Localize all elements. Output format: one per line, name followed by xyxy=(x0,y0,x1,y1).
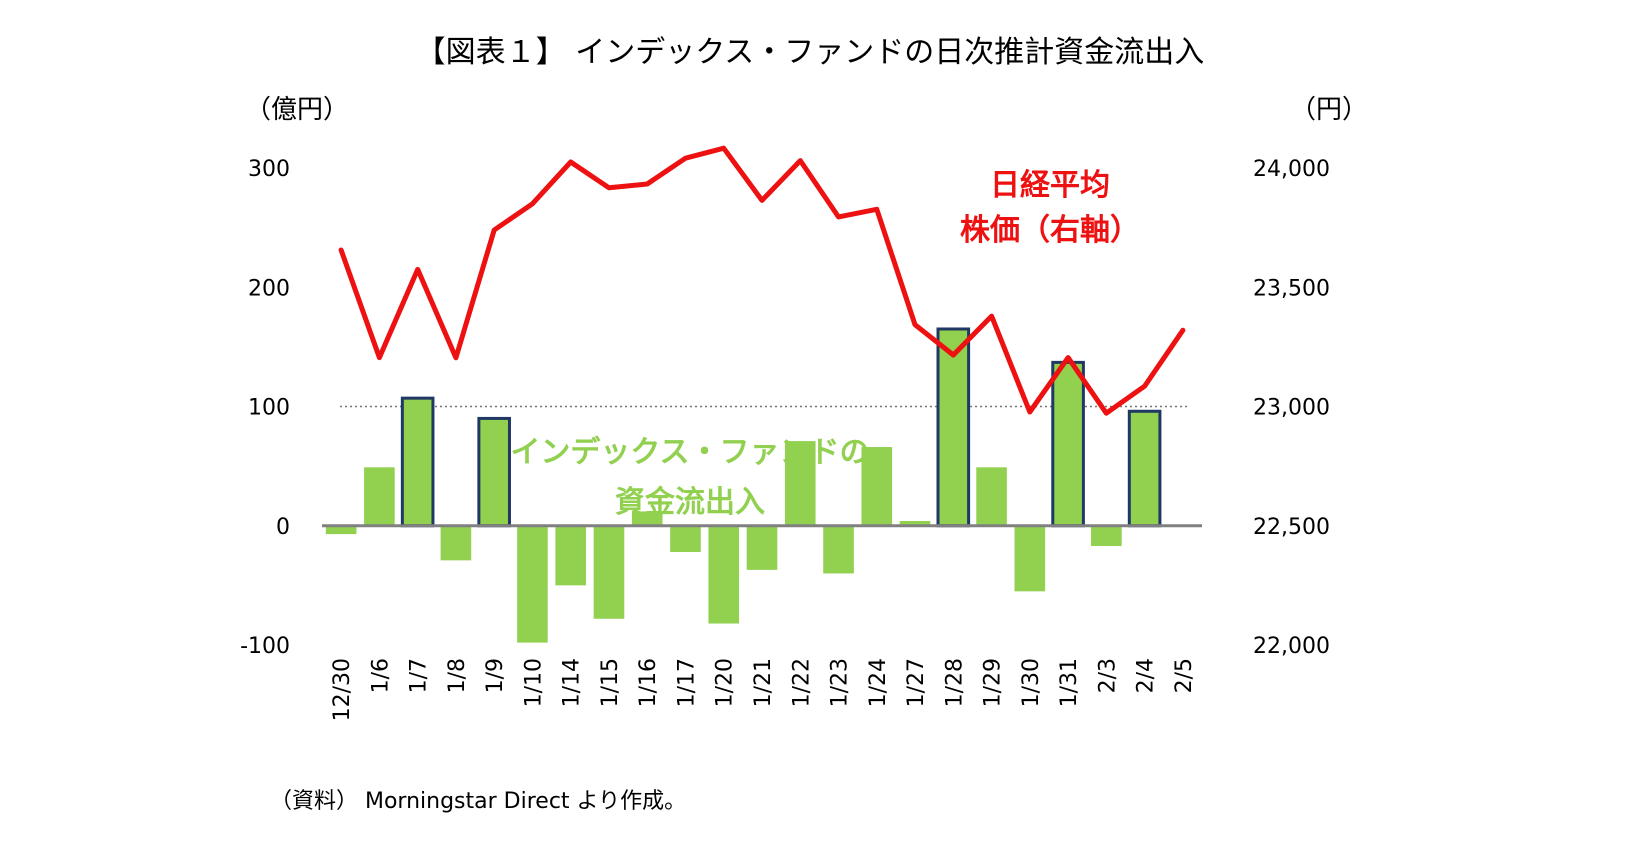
x-tick-label: 1/23 xyxy=(828,658,853,707)
bar xyxy=(1051,360,1085,528)
left-tick-label: 100 xyxy=(248,396,290,421)
x-tick-label: 1/31 xyxy=(1057,658,1082,707)
bar xyxy=(593,525,625,619)
right-tick-label: 23,000 xyxy=(1253,396,1330,421)
right-tick-label: 23,500 xyxy=(1253,276,1330,301)
chart-title: 【図表１】 インデックス・ファンドの日次推計資金流出入 xyxy=(416,35,1205,70)
bar xyxy=(746,525,778,570)
bar-series xyxy=(325,327,1162,643)
x-tick-label: 1/15 xyxy=(598,658,623,707)
bar xyxy=(936,327,971,528)
left-tick-label: 0 xyxy=(276,515,290,540)
bar xyxy=(861,447,893,526)
x-tick-label: 1/6 xyxy=(368,658,393,693)
x-tick-label: 1/20 xyxy=(713,658,738,707)
x-tick-label: 1/16 xyxy=(636,658,661,707)
x-tick-label: 1/28 xyxy=(942,658,967,707)
x-axis-ticks: 12/30 1/6 1/7 1/8 1/9 1/10 1/14 1/15 1/16 1/17 1/2… xyxy=(330,658,1197,721)
x-tick-label: 1/17 xyxy=(674,658,699,707)
bar xyxy=(899,520,931,526)
line-series-label-1: 日経平均 xyxy=(990,168,1110,203)
left-tick-label: 300 xyxy=(248,157,290,182)
right-axis-unit: （円） xyxy=(1290,95,1368,125)
right-axis-ticks: 24,000 23,500 23,000 22,500 22,000 xyxy=(1253,157,1330,659)
bar xyxy=(477,416,511,528)
bar xyxy=(1127,409,1162,528)
bar-series-label-1: インデックス・ファンドの xyxy=(510,435,869,470)
bar xyxy=(440,525,472,561)
line-series-label-2: 株価（右軸） xyxy=(960,213,1140,248)
bar xyxy=(555,525,586,586)
x-tick-label: 1/30 xyxy=(1019,658,1044,707)
x-tick-label: 2/5 xyxy=(1172,658,1197,693)
x-tick-label: 1/29 xyxy=(981,658,1006,707)
bar xyxy=(325,525,357,535)
bar xyxy=(1014,525,1046,592)
left-axis-ticks: 300 200 100 0 -100 xyxy=(240,157,290,659)
line-series xyxy=(338,145,1186,416)
bar-series-label-2: 資金流出入 xyxy=(615,485,765,520)
right-tick-label: 22,500 xyxy=(1253,515,1330,540)
x-tick-label: 1/22 xyxy=(789,658,814,707)
x-tick-label: 1/10 xyxy=(521,658,546,707)
bar xyxy=(631,511,663,526)
bar xyxy=(823,525,854,574)
bar xyxy=(976,467,1007,526)
left-tick-label: -100 xyxy=(240,634,290,659)
right-tick-label: 24,000 xyxy=(1253,157,1330,182)
bar xyxy=(1091,525,1122,547)
bar xyxy=(708,525,740,624)
right-tick-label: 22,000 xyxy=(1253,634,1330,659)
x-tick-label: 1/21 xyxy=(751,658,776,707)
x-tick-label: 1/14 xyxy=(560,658,585,707)
left-tick-label: 200 xyxy=(248,276,290,301)
x-tick-label: 12/30 xyxy=(330,658,355,721)
bar xyxy=(400,396,435,528)
source-note: （資料） Morningstar Direct より作成。 xyxy=(270,789,686,814)
x-tick-label: 2/3 xyxy=(1095,658,1120,693)
left-axis-unit: （億円） xyxy=(245,95,349,125)
bar xyxy=(670,525,701,552)
x-tick-label: 2/4 xyxy=(1134,658,1159,693)
x-tick-label: 1/24 xyxy=(866,658,891,707)
x-tick-label: 1/8 xyxy=(445,658,470,693)
x-tick-label: 1/27 xyxy=(904,658,929,707)
nikkei-line xyxy=(338,145,1186,416)
x-tick-label: 1/9 xyxy=(483,658,508,693)
bar xyxy=(517,525,548,643)
x-tick-label: 1/7 xyxy=(407,658,432,693)
bar xyxy=(364,467,395,526)
bar xyxy=(784,441,816,526)
